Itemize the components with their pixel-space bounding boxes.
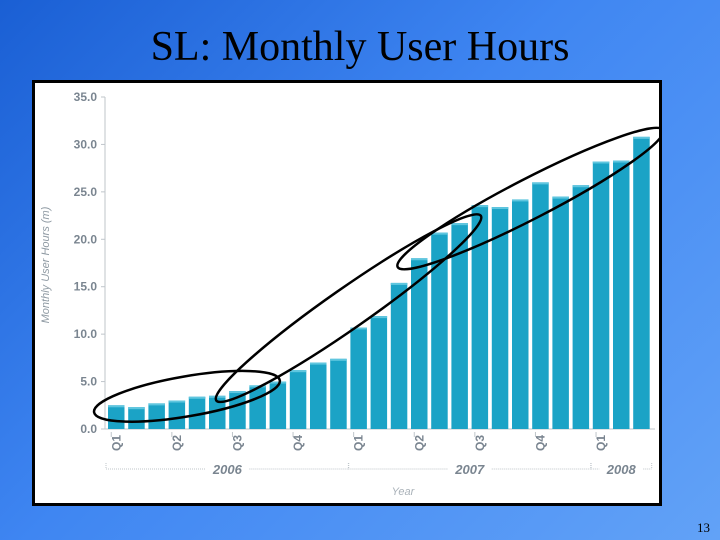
bar-highlight — [572, 185, 590, 188]
bar-highlight — [411, 258, 428, 261]
bar-highlight — [431, 232, 448, 235]
annotation-ellipse — [92, 369, 282, 423]
chart-bars — [108, 136, 650, 429]
bar-highlight — [592, 161, 610, 164]
bar-highlight — [128, 407, 145, 410]
chart-x-ticks: Q1 Q2 Q3 Q4 Q1 Q2 Q3 Q4 Q1 — [109, 432, 608, 451]
slide-title: SL: Monthly User Hours — [150, 24, 570, 70]
x-tick-label: Q1 — [352, 435, 366, 451]
y-tick-label: 10.0 — [74, 327, 98, 341]
page-number: 13 — [697, 520, 710, 535]
bar-highlight — [229, 391, 246, 394]
bar-highlight — [168, 400, 186, 403]
monthly-user-hours-chart: 0.05.010.015.020.025.030.035.0 Q1 Q2 Q3 Q4 Q… — [40, 90, 659, 498]
bar-highlight — [249, 385, 266, 388]
bar-highlight — [512, 199, 529, 202]
bar-highlight — [188, 396, 206, 399]
y-tick-label: 5.0 — [80, 375, 97, 389]
bar — [370, 316, 388, 429]
y-tick-label: 35.0 — [74, 90, 98, 104]
bar — [572, 185, 590, 429]
bar — [148, 403, 165, 429]
chart-annotations — [92, 126, 659, 423]
bar — [491, 207, 509, 429]
bar — [471, 205, 489, 429]
x-tick-label: Q1 — [109, 435, 123, 451]
bar — [390, 282, 408, 429]
bar — [188, 396, 206, 429]
annotation-ellipse — [214, 213, 483, 404]
bar — [532, 182, 549, 429]
bar-highlight — [613, 160, 630, 163]
bar — [209, 395, 226, 429]
bar — [552, 196, 569, 429]
bar — [592, 161, 610, 429]
bar-highlight — [350, 327, 367, 330]
bar-highlight — [451, 223, 468, 226]
chart-panel: 0.0 5.0 10.0 15.0 20.0 25.0 30.0 35.0 Q1 Q2 Q3 Q4 Q… — [32, 80, 662, 506]
bar-highlight — [108, 405, 125, 408]
bar-highlight — [532, 182, 549, 185]
bar-highlight — [310, 362, 327, 365]
bar — [289, 370, 307, 429]
bar — [411, 258, 428, 429]
bar — [350, 327, 367, 429]
bar-highlight — [370, 316, 388, 319]
bar-highlight — [330, 358, 347, 361]
bar-highlight — [552, 196, 569, 199]
x-tick-label: Q4 — [533, 435, 547, 451]
y-tick-label: 30.0 — [74, 137, 98, 151]
bar-highlight — [491, 207, 509, 210]
y-tick-label: 20.0 — [74, 232, 98, 246]
year-label: 2007 — [454, 462, 485, 477]
bar-highlight — [390, 282, 408, 285]
x-tick-label: Q2 — [170, 435, 184, 451]
x-tick-label: Q1 — [594, 435, 608, 451]
bar-highlight — [148, 403, 165, 406]
bar — [310, 362, 327, 429]
bar — [128, 407, 145, 429]
y-axis-label: Monthly User Hours (m) — [40, 206, 52, 323]
bar — [168, 400, 186, 429]
x-tick-label: Q4 — [291, 435, 305, 451]
bar — [108, 405, 125, 429]
bar — [512, 199, 529, 429]
x-tick-label: Q2 — [412, 435, 426, 451]
bar — [613, 160, 630, 429]
y-tick-label: 25.0 — [74, 185, 98, 199]
year-label: 2006 — [212, 462, 243, 477]
bar-highlight — [289, 370, 307, 373]
bar-highlight — [633, 136, 650, 139]
chart-year-labels: 2006 2007 2008 — [105, 462, 653, 477]
bar-highlight — [471, 205, 489, 208]
bar — [229, 391, 246, 429]
y-tick-label: 15.0 — [74, 280, 98, 294]
bar — [633, 136, 650, 429]
year-label: 2008 — [606, 462, 637, 477]
y-tick-label: 0.0 — [80, 422, 97, 436]
bar — [431, 232, 448, 429]
bar — [269, 381, 287, 429]
annotation-ellipse — [396, 126, 659, 271]
x-axis-label: Year — [392, 486, 416, 498]
x-tick-label: Q3 — [230, 435, 244, 451]
bar — [451, 223, 468, 429]
x-tick-label: Q3 — [473, 435, 487, 451]
bar-highlight — [269, 381, 287, 384]
bar — [330, 358, 347, 429]
